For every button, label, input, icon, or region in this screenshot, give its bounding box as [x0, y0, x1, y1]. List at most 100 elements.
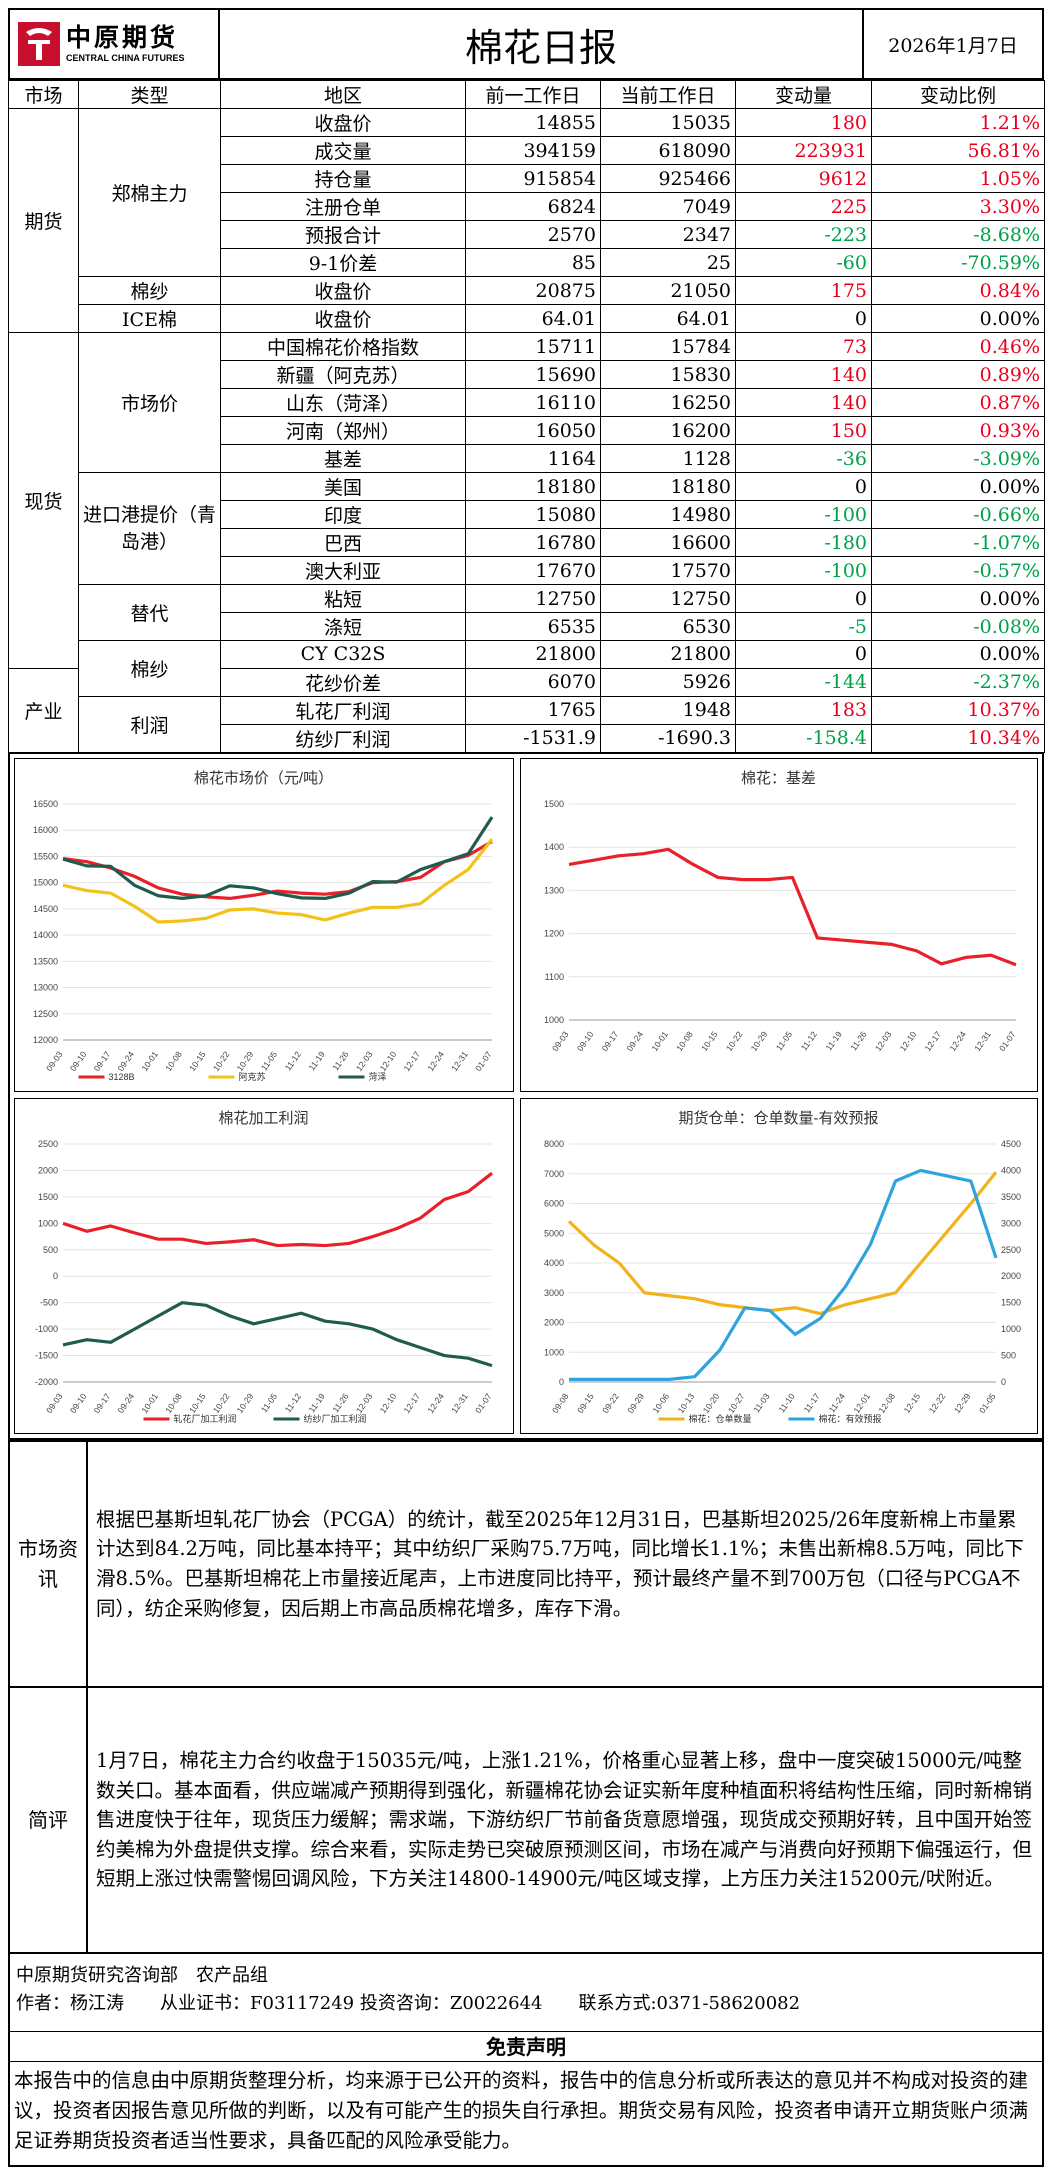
table-row: 利润 轧花厂利润 1765 1948 183 10.37% — [9, 695, 1045, 753]
chg-cell: -36 — [735, 444, 872, 473]
prev-cell: 394159 — [465, 136, 601, 165]
comment-label: 简评 — [10, 1688, 88, 1952]
table-row: 进口港提价（青岛港） 美国 18180 18180 0 0.00% — [9, 472, 1045, 585]
area-cell: 纺纱厂利润 — [220, 723, 466, 753]
area-cell: 基差 — [220, 444, 466, 473]
x-tick-label: 12-31 — [449, 1391, 470, 1415]
header-type: 类型 — [78, 80, 221, 109]
pct-cell: 0.00% — [871, 640, 1045, 669]
area-cell: 新疆（阿克苏） — [220, 360, 466, 389]
chg-cell: 180 — [735, 108, 872, 137]
cur-cell: 17570 — [600, 556, 736, 585]
y-tick-label: 12500 — [33, 1009, 58, 1019]
table-row: 涤短 6535 6530 -5 -0.08% — [9, 612, 1045, 641]
disclaimer-title: 免责声明 — [10, 2032, 1042, 2062]
x-tick-label: 09-22 — [600, 1391, 621, 1415]
y2-tick-label: 4500 — [1001, 1139, 1021, 1149]
pct-cell: -70.59% — [871, 248, 1045, 277]
header-market: 市场 — [8, 80, 79, 109]
y-tick-label: 1000 — [544, 1347, 564, 1357]
y2-tick-label: 2500 — [1001, 1245, 1021, 1255]
report-header: 中原期货 CENTRAL CHINA FUTURES 棉花日报 2026年1月7… — [8, 8, 1044, 80]
prev-cell: 6824 — [465, 192, 601, 221]
x-tick-label: 09-10 — [575, 1029, 596, 1053]
prev-cell: 17670 — [465, 556, 601, 585]
market-cell: 期货 — [8, 108, 79, 333]
x-tick-label: 11-19 — [307, 1391, 327, 1414]
y-tick-label: 2000 — [38, 1165, 58, 1175]
y2-tick-label: 0 — [1001, 1377, 1006, 1387]
table-row: 基差 1164 1128 -36 -3.09% — [9, 444, 1045, 473]
prev-cell: 85 — [465, 248, 601, 277]
cur-cell: 14980 — [600, 500, 736, 529]
prev-cell: 6535 — [465, 612, 601, 641]
prev-cell: 1164 — [465, 444, 601, 473]
area-cell: 9-1价差 — [220, 248, 466, 277]
legend-label: 棉花：有效预报 — [819, 1413, 882, 1424]
legend-label: 纺纱厂加工利润 — [304, 1413, 367, 1424]
prev-cell: 18180 — [465, 472, 601, 501]
x-tick-label: 12-10 — [378, 1049, 399, 1073]
x-tick-label: 10-01 — [139, 1391, 160, 1415]
market-cell: 现货 — [8, 332, 79, 669]
type-cell: ICE棉 — [78, 304, 221, 333]
pct-cell: -0.08% — [871, 612, 1045, 641]
series-line-0 — [62, 1171, 493, 1248]
cur-cell: 21050 — [600, 276, 736, 305]
x-tick-label: 10-08 — [163, 1049, 184, 1073]
y-tick-label: 0 — [53, 1271, 58, 1281]
x-tick-label: 11-05 — [259, 1391, 279, 1414]
cur-cell: 12750 — [600, 584, 736, 613]
chart-title: 棉花：基差 — [741, 770, 816, 787]
area-cell: 美国 — [220, 472, 466, 501]
x-tick-label: 12-31 — [449, 1049, 470, 1073]
prev-cell: 16050 — [465, 416, 601, 445]
y2-tick-label: 2000 — [1001, 1271, 1021, 1281]
x-tick-label: 10-13 — [676, 1391, 697, 1415]
pct-cell: 0.93% — [871, 416, 1045, 445]
x-tick-label: 11-12 — [799, 1029, 819, 1052]
y-tick-label: 1400 — [544, 842, 564, 852]
x-tick-label: 11-12 — [283, 1391, 303, 1414]
table-row: 现货 市场价 中国棉花价格指数 15711 15784 73 0.46% — [8, 332, 1045, 669]
chart-title: 期货仓单：仓单数量-有效预报 — [679, 1110, 879, 1127]
x-tick-label: 12-17 — [922, 1029, 943, 1053]
header-area: 地区 — [220, 80, 466, 109]
area-cell: 花纱价差 — [220, 667, 466, 697]
comment-section: 简评 1月7日，棉花主力合约收盘于15035元/吨，上涨1.21%，价格重心显著… — [8, 1686, 1044, 1954]
chg-cell: -100 — [735, 556, 872, 585]
header-cur: 当前工作日 — [600, 80, 736, 109]
series-line-0 — [62, 840, 493, 900]
comment-text: 1月7日，棉花主力合约收盘于15035元/吨，上涨1.21%，价格重心显著上移，… — [96, 1748, 1033, 1891]
x-tick-label: 10-08 — [163, 1391, 184, 1415]
x-tick-label: 09-03 — [550, 1029, 571, 1053]
type-cell: 利润 — [78, 695, 221, 753]
x-tick-label: 12-17 — [401, 1049, 422, 1073]
x-tick-label: 11-03 — [751, 1391, 771, 1414]
x-tick-label: 09-03 — [44, 1391, 65, 1415]
type-cell: 郑棉主力 — [78, 108, 221, 277]
chg-cell: 73 — [735, 332, 872, 361]
cur-cell: 21800 — [600, 640, 736, 669]
x-tick-label: 09-15 — [575, 1391, 596, 1415]
area-cell: 涤短 — [220, 612, 466, 641]
x-tick-label: 10-22 — [724, 1029, 745, 1053]
area-cell: 中国棉花价格指数 — [220, 332, 466, 361]
pct-cell: 56.81% — [871, 136, 1045, 165]
x-tick-label: 11-26 — [848, 1029, 868, 1052]
area-cell: 巴西 — [220, 528, 466, 557]
logo-en: CENTRAL CHINA FUTURES — [66, 53, 185, 63]
cur-cell: 15035 — [600, 108, 736, 137]
x-tick-label: 12-01 — [851, 1391, 872, 1415]
x-tick-label: 10-20 — [701, 1391, 722, 1415]
author-info: 作者：杨江涛 从业证书：F03117249 投资咨询：Z0022644 联系方式… — [16, 1992, 801, 2014]
cur-cell: 2347 — [600, 220, 736, 249]
department: 中原期货研究咨询部 农产品组 — [16, 1965, 268, 1986]
table-row: ICE棉 收盘价 64.01 64.01 0 0.00% — [9, 304, 1045, 333]
x-tick-label: 09-24 — [115, 1049, 136, 1073]
y-tick-label: 16500 — [33, 799, 58, 809]
logo: 中原期货 CENTRAL CHINA FUTURES — [10, 10, 220, 78]
x-tick-label: 12-24 — [947, 1029, 968, 1053]
prev-cell: 1765 — [465, 695, 601, 725]
chg-cell: -223 — [735, 220, 872, 249]
